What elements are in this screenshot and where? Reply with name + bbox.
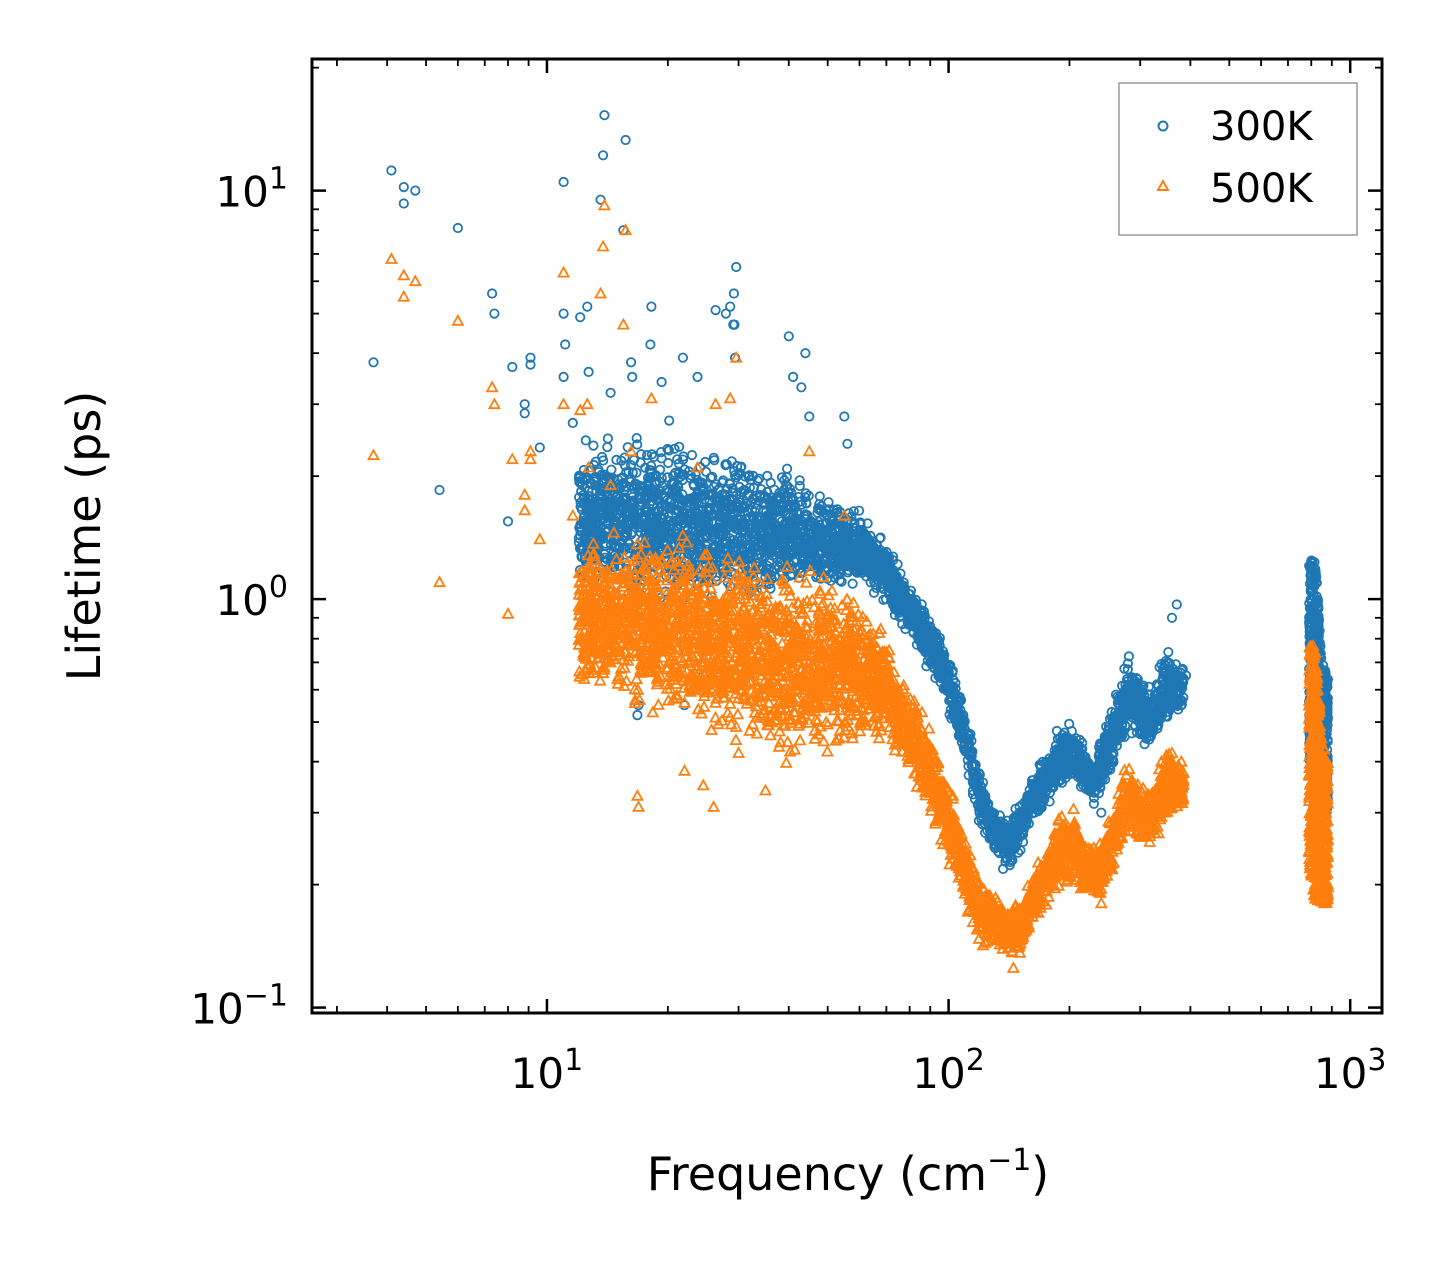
chart: 10110210310−1100101 Frequency (cm−1) Lif… [0,0,1450,1265]
scatter-plot: 10110210310−1100101 Frequency (cm−1) Lif… [0,0,1450,1265]
